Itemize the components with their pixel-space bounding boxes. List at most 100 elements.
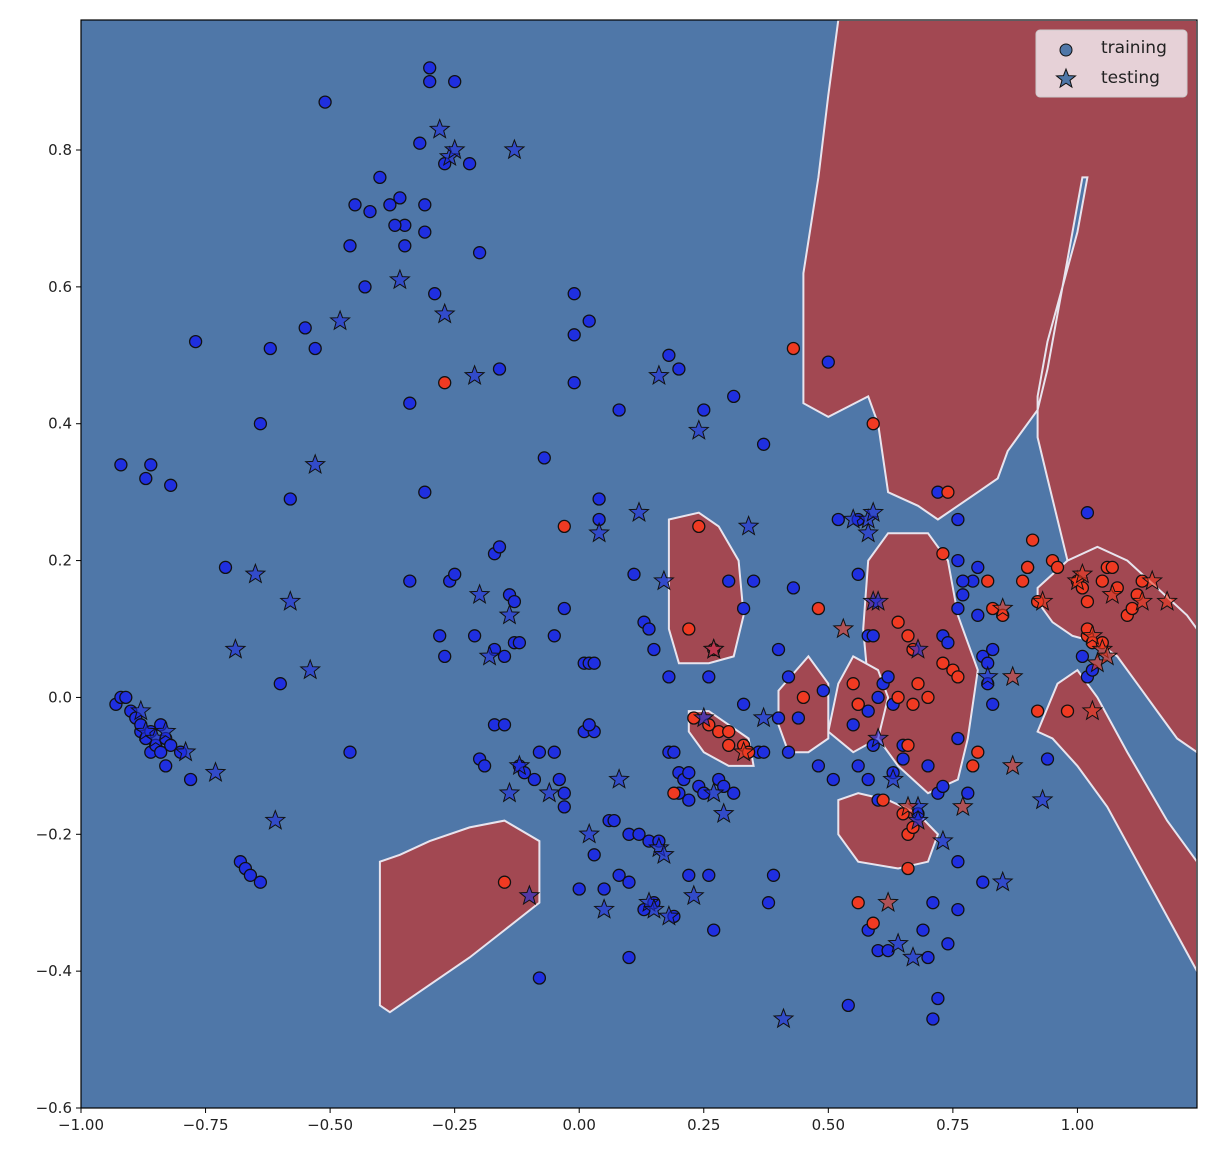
training-point [667, 745, 681, 759]
testing-point-class-1 [1156, 590, 1178, 611]
training-point [921, 759, 935, 773]
training-point-class-1 [941, 485, 955, 499]
training-point [183, 772, 198, 787]
training-point [682, 766, 696, 780]
training-point [941, 937, 955, 951]
training-point [851, 567, 865, 581]
training-point [926, 896, 940, 910]
training-point [1075, 649, 1090, 664]
y-tick-label: −0.4 [36, 962, 72, 980]
testing-point [902, 946, 924, 967]
training-point-class-1 [1020, 560, 1035, 575]
testing-point [737, 514, 760, 536]
x-tick-label: −0.50 [307, 1116, 353, 1134]
testing-point [264, 809, 287, 830]
training-point [418, 485, 432, 499]
training-point [771, 642, 786, 657]
training-point-class-1 [876, 793, 890, 807]
training-point [811, 759, 826, 773]
testing-point-class-1 [1131, 590, 1154, 611]
training-point-class-1 [921, 690, 935, 705]
training-point-class-1 [667, 786, 681, 800]
training-point-class-1 [851, 896, 865, 910]
testing-point [692, 706, 715, 728]
x-tick-label: 0.25 [687, 1116, 720, 1134]
training-point [662, 670, 676, 684]
testing-point [154, 720, 177, 741]
training-point [428, 287, 442, 301]
training-point [218, 560, 233, 575]
training-point [756, 745, 771, 759]
y-tick-label: 0.0 [48, 688, 72, 706]
testing-point-class-1 [951, 795, 974, 817]
training-point-class-1 [1060, 704, 1075, 718]
testing-point-class-1 [1071, 562, 1094, 584]
testing-point [867, 590, 890, 611]
training-point [607, 813, 621, 828]
training-point-class-1 [1025, 533, 1040, 547]
testing-point [174, 740, 197, 762]
testing-point-class-1 [1001, 665, 1024, 687]
training-point [448, 74, 462, 89]
training-point-class-1 [901, 629, 915, 643]
legend-training-label: training [1101, 38, 1167, 58]
y-tick-label: 0.8 [48, 141, 72, 159]
training-point-class-1 [557, 519, 571, 534]
training-point [423, 74, 437, 89]
testing-point [682, 884, 705, 906]
y-tick-label: 0.2 [48, 552, 72, 570]
training-point [582, 314, 596, 328]
training-point [727, 389, 741, 404]
testing-point [498, 781, 521, 803]
training-point [722, 574, 736, 588]
training-point-class-1 [796, 690, 811, 705]
training-point [547, 745, 561, 759]
training-point [253, 417, 268, 431]
testing-point [443, 138, 466, 160]
training-point [423, 61, 437, 75]
x-tick-label: −1.00 [58, 1116, 104, 1134]
training-point [936, 779, 950, 794]
training-point-class-1 [866, 417, 880, 431]
training-point [756, 437, 771, 451]
training-point [532, 745, 547, 759]
training-point-class-1 [1030, 704, 1045, 718]
training-point [622, 950, 636, 965]
training-point [492, 540, 507, 554]
training-point [383, 198, 397, 212]
training-point [557, 786, 571, 800]
training-point [662, 348, 676, 362]
training-point [507, 594, 522, 609]
training-point [916, 923, 930, 937]
training-point [188, 334, 203, 349]
testing-point-class-1 [1141, 569, 1164, 591]
training-point [552, 772, 566, 787]
testing-point [244, 562, 267, 584]
legend: training testing [1035, 29, 1188, 98]
training-point [418, 225, 432, 239]
training-point [547, 629, 561, 643]
testing-point [304, 453, 327, 475]
training-point-class-1 [891, 615, 905, 629]
training-point [727, 786, 741, 800]
testing-point-class-1 [702, 638, 725, 659]
x-tick-label: −0.25 [432, 1116, 478, 1134]
testing-point [772, 1007, 795, 1029]
training-point [592, 492, 606, 506]
training-point [682, 793, 696, 807]
training-point-class-1 [497, 875, 512, 889]
testing-point [129, 699, 152, 721]
training-point [532, 971, 547, 985]
testing-point [658, 904, 680, 926]
testing-point [468, 583, 491, 605]
training-point [781, 670, 796, 684]
testing-point [882, 768, 904, 789]
training-point [612, 403, 626, 417]
training-point-class-1 [811, 601, 826, 616]
training-point [273, 677, 287, 691]
training-point [791, 711, 806, 725]
testing-point-class-1 [832, 617, 855, 639]
decision-regions [378, 20, 1197, 1014]
training-point [961, 786, 975, 800]
training-point [114, 458, 128, 472]
